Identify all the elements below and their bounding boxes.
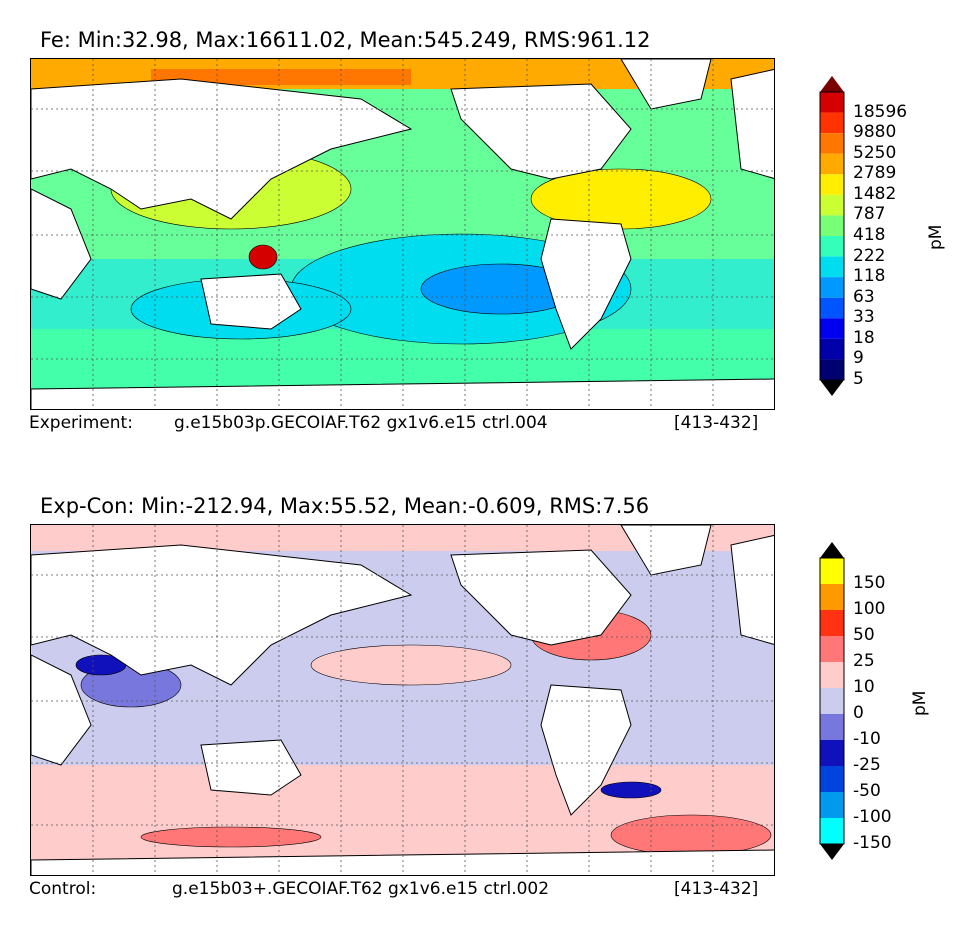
colorbar-swatch: [820, 766, 844, 792]
colorbar-tick-label: 18: [853, 327, 875, 348]
colorbar-tick-label: -50: [853, 781, 881, 801]
top-africa: [31, 188, 92, 300]
bottom-gridlines: [31, 525, 774, 875]
top-namerica: [450, 83, 632, 180]
colorbar-swatch: [820, 256, 844, 278]
bot-antarctica: [31, 849, 774, 875]
colorbar-tick-label: 118: [853, 266, 886, 287]
colorbar-swatch: [820, 818, 844, 844]
colorbar-tick-label: 10: [853, 677, 875, 697]
colorbar-swatch: [820, 174, 844, 195]
bot-pos-south: [610, 814, 772, 856]
top-colorbar: [819, 76, 845, 396]
bottom-footer-right: [413-432]: [674, 879, 759, 899]
colorbar-tick-label: 418: [853, 225, 886, 245]
colorbar-tick-label: 50: [853, 625, 875, 645]
colorbar-swatch: [820, 112, 844, 134]
colorbar-tick-label: 1482: [853, 183, 897, 204]
colorbar-swatch: [820, 236, 844, 257]
bottom-panel-title: Exp-Con: Min:-212.94, Max:55.52, Mean:-0…: [40, 494, 650, 518]
colorbar-swatch: [820, 662, 844, 688]
bottom-map-fields: [31, 525, 774, 875]
bot-africa: [31, 654, 92, 766]
bottom-footer-left: Control:: [29, 879, 97, 899]
bot-pos-se-pac: [140, 826, 322, 848]
top-greenland: [620, 59, 712, 110]
colorbar-tick-label: 18596: [853, 101, 908, 122]
colorbar-tick-label: 787: [853, 204, 886, 225]
colorbar-tick-label: 5250: [853, 142, 897, 163]
colorbar-extend-bottom: [820, 380, 844, 396]
colorbar-swatch: [820, 688, 844, 714]
colorbar-tick-label: -100: [853, 807, 892, 827]
colorbar-tick-label: 33: [853, 307, 875, 328]
bot-eurasia: [31, 544, 413, 686]
bottom-colorbar-unit: pM: [910, 690, 930, 716]
colorbar-swatch: [820, 558, 844, 584]
colorbar-swatch: [820, 194, 844, 216]
colorbar-swatch: [820, 714, 844, 740]
bot-pos-npac: [310, 644, 512, 686]
colorbar-tick-label: 2789: [853, 163, 897, 184]
colorbar-swatch: [820, 318, 844, 339]
bot-neg-falkland: [600, 781, 662, 799]
colorbar-tick-label: -10: [853, 729, 881, 749]
top-max-png: [248, 244, 278, 270]
colorbar-tick-label: 150: [853, 573, 886, 593]
colorbar-tick-label: 5: [853, 369, 864, 389]
colorbar-swatch: [820, 215, 844, 236]
colorbar-tick-label: 9880: [853, 122, 897, 143]
bot-europe: [730, 534, 774, 645]
colorbar-swatch: [820, 610, 844, 636]
colorbar-tick-label: 100: [853, 599, 886, 619]
bot-greenland: [620, 525, 712, 576]
top-samerica: [540, 218, 632, 350]
top-footer-left: Experiment:: [29, 413, 133, 433]
colorbar-swatch: [820, 133, 844, 154]
colorbar-frame: [819, 557, 845, 845]
colorbar-tick-label: -150: [853, 833, 892, 853]
colorbar-swatch: [820, 359, 844, 380]
top-europe: [730, 68, 774, 179]
top-map-fields: [31, 59, 774, 409]
top-antarctica: [31, 378, 774, 409]
colorbar-swatch: [820, 792, 844, 818]
bottom-map: [30, 524, 775, 876]
colorbar-extend-top: [820, 542, 844, 558]
top-eurasia: [31, 78, 413, 220]
colorbar-frame: [819, 91, 845, 381]
top-map: [30, 58, 775, 410]
bottom-colorbar: [819, 542, 845, 860]
colorbar-swatch: [820, 584, 844, 610]
colorbar-swatch: [820, 338, 844, 360]
colorbar-tick-label: 25: [853, 651, 875, 671]
colorbar-tick-label: 222: [853, 245, 886, 266]
bot-australia: [200, 739, 302, 796]
top-panel-title: Fe: Min:32.98, Max:16611.02, Mean:545.24…: [40, 28, 651, 52]
top-footer-right: [413-432]: [674, 413, 759, 433]
colorbar-tick-label: 0: [853, 703, 864, 723]
colorbar-swatch: [820, 297, 844, 319]
bot-samerica: [540, 684, 632, 816]
colorbar-tick-label: 63: [853, 286, 875, 307]
bot-namerica: [450, 549, 632, 646]
colorbar-extend-top: [820, 76, 844, 92]
colorbar-swatch: [820, 92, 844, 113]
colorbar-swatch: [820, 740, 844, 766]
top-colorbar-unit: pM: [926, 224, 946, 250]
colorbar-swatch: [820, 153, 844, 175]
top-arctic-high: [151, 69, 411, 85]
colorbar-extend-bottom: [820, 844, 844, 860]
colorbar-swatch: [820, 636, 844, 662]
top-australia: [200, 273, 302, 330]
top-footer-center: g.e15b03p.GECOIAF.T62 gx1v6.e15 ctrl.004: [174, 413, 548, 433]
colorbar-tick-label: -25: [853, 755, 881, 775]
colorbar-tick-label: 9: [853, 348, 864, 369]
colorbar-swatch: [820, 277, 844, 298]
top-gridlines: [31, 59, 774, 409]
bottom-footer-center: g.e15b03+.GECOIAF.T62 gx1v6.e15 ctrl.002: [172, 879, 550, 899]
